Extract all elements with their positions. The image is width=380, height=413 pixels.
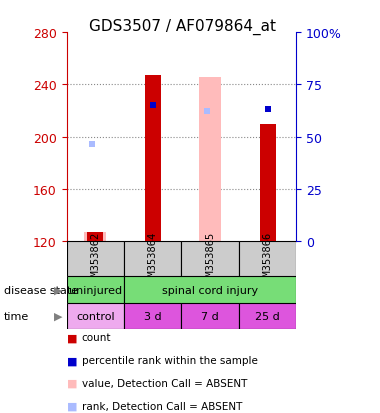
Text: GSM353862: GSM353862 [90, 231, 100, 287]
Text: rank, Detection Call = ABSENT: rank, Detection Call = ABSENT [82, 401, 242, 411]
Text: GSM353865: GSM353865 [205, 231, 215, 287]
Text: count: count [82, 332, 111, 343]
Bar [199, 77, 221, 242]
Text: disease state: disease state [4, 285, 78, 295]
Bar [84, 233, 106, 242]
Text: time: time [4, 311, 29, 321]
Bar [260, 124, 276, 242]
Text: ▶: ▶ [54, 311, 63, 321]
Bar [182, 303, 239, 330]
Bar [182, 242, 239, 277]
Text: percentile rank within the sample: percentile rank within the sample [82, 355, 258, 366]
Text: GDS3507 / AF079864_at: GDS3507 / AF079864_at [89, 19, 276, 35]
Text: spinal cord injury: spinal cord injury [162, 285, 258, 295]
Text: uninjured: uninjured [69, 285, 122, 295]
Text: ▶: ▶ [54, 285, 63, 295]
Bar [145, 76, 161, 242]
Bar [124, 277, 296, 303]
Bar [66, 277, 124, 303]
Text: 7 d: 7 d [201, 311, 219, 321]
Text: ■: ■ [67, 401, 78, 411]
Text: ■: ■ [67, 378, 78, 388]
Bar [239, 303, 296, 330]
Bar [124, 242, 182, 277]
Text: ■: ■ [67, 355, 78, 366]
Text: value, Detection Call = ABSENT: value, Detection Call = ABSENT [82, 378, 247, 388]
Text: 25 d: 25 d [255, 311, 280, 321]
Bar [239, 242, 296, 277]
Text: GSM353864: GSM353864 [148, 231, 158, 287]
Bar [66, 303, 124, 330]
Bar [66, 242, 124, 277]
Text: ■: ■ [67, 332, 78, 343]
Text: 3 d: 3 d [144, 311, 162, 321]
Text: GSM353866: GSM353866 [263, 231, 273, 287]
Bar [124, 303, 182, 330]
Bar [87, 233, 103, 242]
Text: control: control [76, 311, 114, 321]
